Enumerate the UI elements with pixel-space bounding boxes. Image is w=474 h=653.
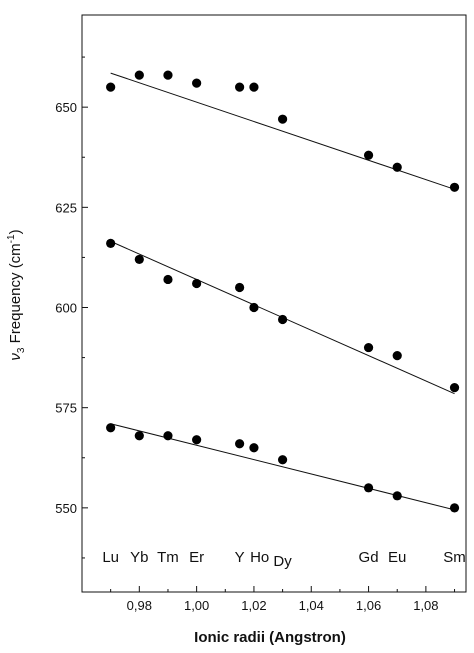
data-point [277, 314, 288, 325]
element-label: Dy [273, 553, 292, 570]
y-axis-title: ν3 Frequency (cm-1) [6, 229, 27, 360]
y-tick-label: 575 [55, 401, 77, 416]
data-point [249, 443, 259, 453]
data-point [235, 282, 245, 293]
data-point [235, 82, 245, 92]
x-tick-label: 1,06 [356, 598, 381, 613]
element-label: Gd [359, 549, 379, 566]
y-tick-label: 650 [55, 100, 77, 115]
data-point [392, 350, 402, 361]
data-point [235, 439, 245, 449]
element-label: Y [235, 549, 245, 566]
data-point [449, 182, 460, 192]
data-point [134, 254, 144, 265]
fit-line-1 [110, 72, 455, 190]
data-point [106, 82, 116, 92]
data-point [134, 70, 144, 80]
data-point [392, 491, 402, 501]
data-point [249, 82, 259, 92]
x-tick-label: 1,04 [299, 598, 324, 613]
x-tick-label: 1,08 [413, 598, 438, 613]
data-point [134, 431, 144, 441]
data-point [106, 238, 116, 248]
y-tick-label: 600 [55, 301, 77, 316]
data-point [163, 274, 173, 285]
data-point [363, 342, 374, 353]
data-point [449, 383, 460, 393]
x-axis-title: Ionic radii (Angstron) [194, 629, 346, 646]
element-label: Eu [388, 549, 406, 566]
element-label: Yb [130, 549, 148, 566]
data-point [277, 114, 288, 124]
data-point [449, 503, 460, 513]
x-tick-label: 1,00 [184, 598, 209, 613]
data-point [249, 302, 259, 313]
data-point [192, 78, 202, 88]
element-label: Sm [443, 549, 466, 566]
data-point [192, 278, 202, 289]
data-point [163, 431, 173, 441]
y-tick-label: 550 [55, 501, 77, 516]
data-point [106, 423, 116, 433]
plot-frame [81, 14, 467, 593]
data-point [392, 162, 402, 172]
element-label: Ho [250, 549, 269, 566]
element-label: Lu [102, 549, 119, 566]
y-tick-label: 625 [55, 200, 77, 215]
x-tick-label: 1,02 [241, 598, 266, 613]
data-point [363, 150, 374, 160]
element-label: Tm [157, 549, 179, 566]
data-point [192, 435, 202, 445]
data-point [277, 455, 288, 465]
fit-line-3 [110, 423, 455, 511]
element-label: Er [189, 549, 204, 566]
data-point [363, 483, 374, 493]
data-point [163, 70, 173, 80]
x-tick-label: 0,98 [127, 598, 152, 613]
